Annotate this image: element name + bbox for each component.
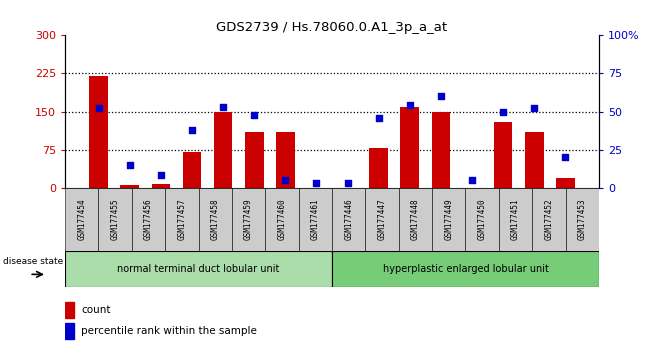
Point — [529, 105, 540, 111]
Text: count: count — [81, 305, 111, 315]
Text: GSM177455: GSM177455 — [111, 199, 120, 240]
Text: hyperplastic enlarged lobular unit: hyperplastic enlarged lobular unit — [383, 264, 548, 274]
Point — [218, 104, 229, 110]
Bar — [65, 323, 74, 339]
Bar — [120, 185, 139, 188]
Text: GSM177459: GSM177459 — [244, 199, 253, 240]
Point — [249, 112, 260, 118]
Text: GSM177447: GSM177447 — [378, 199, 387, 240]
FancyBboxPatch shape — [332, 251, 599, 287]
FancyBboxPatch shape — [566, 188, 599, 251]
FancyBboxPatch shape — [465, 188, 499, 251]
Bar — [276, 132, 295, 188]
Bar — [245, 132, 264, 188]
Text: GSM177446: GSM177446 — [344, 199, 353, 240]
Text: GSM177448: GSM177448 — [411, 199, 420, 240]
Bar — [556, 178, 575, 188]
FancyBboxPatch shape — [165, 188, 199, 251]
Text: GSM177451: GSM177451 — [511, 199, 520, 240]
Point — [187, 127, 197, 133]
Point — [467, 177, 477, 183]
FancyBboxPatch shape — [199, 188, 232, 251]
Text: GSM177450: GSM177450 — [478, 199, 487, 240]
Text: normal terminal duct lobular unit: normal terminal duct lobular unit — [117, 264, 280, 274]
Text: GSM177457: GSM177457 — [177, 199, 186, 240]
Text: GSM177456: GSM177456 — [144, 199, 153, 240]
Bar — [214, 112, 232, 188]
Point — [342, 180, 353, 186]
Text: GSM177449: GSM177449 — [444, 199, 453, 240]
FancyBboxPatch shape — [98, 188, 132, 251]
FancyBboxPatch shape — [132, 188, 165, 251]
FancyBboxPatch shape — [499, 188, 533, 251]
Title: GDS2739 / Hs.78060.0.A1_3p_a_at: GDS2739 / Hs.78060.0.A1_3p_a_at — [216, 21, 448, 34]
Bar — [369, 148, 388, 188]
Point — [156, 173, 166, 178]
Text: disease state: disease state — [3, 257, 64, 266]
Point — [94, 105, 104, 111]
Point — [311, 180, 322, 186]
FancyBboxPatch shape — [232, 188, 266, 251]
Text: GSM177453: GSM177453 — [577, 199, 587, 240]
Point — [280, 177, 290, 183]
Point — [124, 162, 135, 168]
FancyBboxPatch shape — [299, 188, 332, 251]
Point — [404, 103, 415, 108]
Bar — [89, 76, 108, 188]
Bar — [400, 108, 419, 188]
Text: GSM177460: GSM177460 — [277, 199, 286, 240]
FancyBboxPatch shape — [365, 188, 399, 251]
Point — [436, 93, 446, 99]
Text: percentile rank within the sample: percentile rank within the sample — [81, 326, 257, 336]
FancyBboxPatch shape — [332, 188, 365, 251]
Text: GSM177452: GSM177452 — [544, 199, 553, 240]
Text: GSM177454: GSM177454 — [77, 199, 87, 240]
Bar — [65, 302, 74, 318]
FancyBboxPatch shape — [266, 188, 299, 251]
Text: GSM177461: GSM177461 — [311, 199, 320, 240]
Point — [498, 109, 508, 114]
FancyBboxPatch shape — [65, 251, 332, 287]
Point — [374, 115, 384, 120]
Bar — [493, 122, 512, 188]
Bar — [432, 112, 450, 188]
Bar — [152, 184, 171, 188]
Point — [560, 154, 570, 160]
Bar — [183, 152, 201, 188]
FancyBboxPatch shape — [65, 188, 98, 251]
Bar — [525, 132, 544, 188]
Text: GSM177458: GSM177458 — [211, 199, 220, 240]
FancyBboxPatch shape — [533, 188, 566, 251]
FancyBboxPatch shape — [399, 188, 432, 251]
FancyBboxPatch shape — [432, 188, 465, 251]
